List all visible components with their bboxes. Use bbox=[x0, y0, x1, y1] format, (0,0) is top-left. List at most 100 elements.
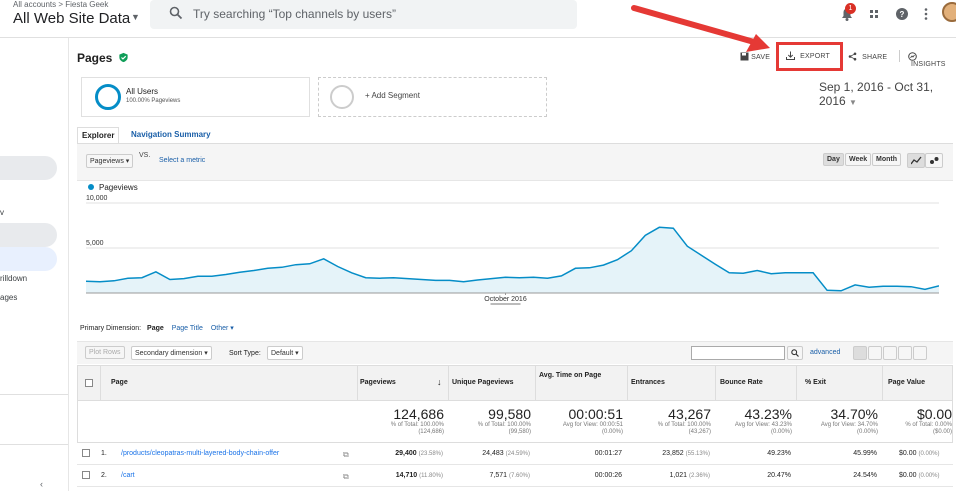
total-entrances: 43,267 % of Total: 100.00% (43,267) bbox=[629, 406, 711, 436]
col-page-value[interactable]: Page Value bbox=[888, 379, 925, 386]
pivot-view-icon[interactable] bbox=[913, 346, 927, 360]
sidebar-item-label[interactable]: ages bbox=[0, 293, 18, 302]
date-range-picker[interactable]: Sep 1, 2016 - Oct 31, 2016 ▼ bbox=[819, 80, 956, 108]
sidebar-item-highlight[interactable] bbox=[0, 223, 57, 247]
add-segment-button[interactable]: + Add Segment bbox=[318, 77, 547, 117]
page-value-pct: (0.00%) bbox=[918, 473, 940, 479]
dim-page-title[interactable]: Page Title bbox=[171, 325, 203, 332]
export-button[interactable]: EXPORT bbox=[786, 51, 830, 60]
collapse-chevron-icon[interactable]: ‹ bbox=[40, 479, 43, 489]
x-tick-label: October 2016 bbox=[484, 296, 527, 303]
select-all-checkbox[interactable] bbox=[85, 379, 93, 387]
insights-button[interactable]: INSIGHTS bbox=[908, 52, 956, 68]
export-button-highlight[interactable]: EXPORT bbox=[776, 42, 843, 71]
total-value: 43,267 bbox=[668, 406, 711, 422]
more-vert-icon[interactable] bbox=[917, 5, 935, 23]
total-unique-pageviews: 99,580 % of Total: 100.00% (99,580) bbox=[450, 406, 531, 436]
avatar[interactable] bbox=[942, 2, 956, 22]
sidebar-divider bbox=[0, 394, 68, 395]
total-exit: 34.70% Avg for View: 34.70% (0.00%) bbox=[798, 406, 878, 436]
table-search-icon[interactable] bbox=[787, 346, 803, 360]
day-button[interactable]: Day bbox=[823, 153, 844, 166]
row-checkbox[interactable] bbox=[82, 471, 90, 479]
secondary-dimension-label: Secondary dimension bbox=[135, 350, 203, 357]
total-pageviews: 124,686 % of Total: 100.00% (124,686) bbox=[360, 406, 444, 436]
save-button[interactable]: SAVE bbox=[740, 52, 770, 61]
chevron-down-icon[interactable]: ▼ bbox=[131, 12, 140, 22]
help-icon[interactable]: ? bbox=[893, 5, 911, 23]
advanced-link[interactable]: advanced bbox=[810, 349, 841, 356]
date-range-text: Sep 1, 2016 - Oct 31, 2016 bbox=[819, 80, 934, 108]
total-sub: % of Total: 100.00% bbox=[477, 422, 531, 428]
row-bounce-rate: 49.23% bbox=[767, 450, 791, 457]
page-title-text: Pages bbox=[77, 51, 113, 65]
secondary-dimension-select[interactable]: Secondary dimension ▾ bbox=[131, 346, 212, 360]
col-pageviews[interactable]: Pageviews bbox=[360, 379, 396, 386]
property-selector[interactable]: All Web Site Data bbox=[13, 10, 131, 27]
col-page[interactable]: Page bbox=[111, 379, 128, 386]
download-icon bbox=[786, 51, 795, 60]
sidebar-item-label[interactable]: rilldown bbox=[0, 274, 28, 283]
dim-other[interactable]: Other ▾ bbox=[210, 325, 234, 332]
sort-type-value: Default bbox=[271, 350, 294, 357]
unique-pct: (7.60%) bbox=[508, 473, 530, 479]
col-entrances[interactable]: Entrances bbox=[631, 379, 665, 386]
metric-select[interactable]: Pageviews ▾ bbox=[86, 154, 134, 168]
tab-explorer[interactable]: Explorer bbox=[77, 127, 120, 143]
apps-grid-icon[interactable] bbox=[866, 5, 884, 23]
pageviews-chart[interactable]: Pageviews 10,000 5,000 October 2016 bbox=[85, 183, 940, 305]
row-unique-pageviews: 7,571 (7.60%) bbox=[449, 472, 531, 479]
month-button[interactable]: Month bbox=[872, 153, 901, 166]
col-avg-time[interactable]: Avg. Time on Page bbox=[539, 372, 602, 379]
row-page-link[interactable]: /cart bbox=[121, 472, 135, 479]
table-row[interactable]: 1. /products/cleopatras-multi-layered-bo… bbox=[77, 443, 953, 465]
dim-page[interactable]: Page bbox=[147, 325, 164, 332]
entrances-value: 23,852 bbox=[662, 450, 684, 457]
series-area bbox=[86, 227, 939, 293]
pie-view-icon[interactable] bbox=[868, 346, 882, 360]
col-bounce-rate[interactable]: Bounce Rate bbox=[720, 379, 763, 386]
share-button[interactable]: SHARE bbox=[848, 52, 887, 61]
sort-type-select[interactable]: Default ▾ bbox=[267, 346, 303, 360]
total-value: 124,686 bbox=[393, 406, 444, 422]
total-value: 00:00:51 bbox=[568, 406, 624, 422]
search-input[interactable]: Try searching “Top channels by users” bbox=[150, 0, 577, 29]
comparison-view-icon[interactable] bbox=[898, 346, 912, 360]
unique-pct: (24.59%) bbox=[505, 451, 530, 457]
col-divider bbox=[100, 366, 101, 402]
total-value: 34.70% bbox=[830, 406, 878, 422]
performance-view-icon[interactable] bbox=[883, 346, 897, 360]
verified-shield-icon bbox=[119, 52, 128, 63]
plot-rows-button[interactable]: Plot Rows bbox=[85, 346, 125, 359]
data-table-view-icon[interactable] bbox=[853, 346, 867, 360]
entrances-pct: (2.36%) bbox=[688, 473, 710, 479]
motion-chart-icon[interactable] bbox=[925, 153, 943, 168]
col-unique-pageviews[interactable]: Unique Pageviews bbox=[452, 379, 514, 386]
notification-bell-icon[interactable]: 1 bbox=[838, 3, 856, 23]
sidebar-item-label[interactable]: v bbox=[0, 208, 4, 217]
breadcrumb[interactable]: All accounts > Fiesta Geek bbox=[13, 0, 109, 9]
table-row[interactable]: 2. /cart ⧉ 14,710 (11.80%) 7,571 (7.60%)… bbox=[77, 465, 953, 487]
sort-type-label: Sort Type: bbox=[229, 350, 261, 357]
row-page-link[interactable]: /products/cleopatras-multi-layered-body-… bbox=[121, 450, 280, 457]
sort-down-arrow-icon[interactable]: ↓ bbox=[437, 377, 442, 387]
row-entrances: 23,852 (55.13%) bbox=[628, 450, 710, 457]
open-page-icon[interactable]: ⧉ bbox=[343, 450, 349, 459]
report-panel: Pages SAVE EXPORT SHARE INSIGHTS All Use… bbox=[68, 38, 956, 491]
export-label: EXPORT bbox=[800, 53, 831, 60]
total-avg-time: 00:00:51 Avg for View: 00:00:51 (0.00%) bbox=[537, 406, 623, 436]
table-search-input[interactable] bbox=[691, 346, 785, 360]
week-button[interactable]: Week bbox=[845, 153, 872, 166]
select-metric-link[interactable]: Select a metric bbox=[159, 157, 206, 164]
segment-all-users[interactable]: All Users 100.00% Pageviews bbox=[81, 77, 310, 117]
row-checkbox[interactable] bbox=[82, 449, 90, 457]
chart-scroll-handle[interactable] bbox=[490, 303, 521, 305]
open-page-icon[interactable]: ⧉ bbox=[343, 472, 349, 481]
col-exit[interactable]: % Exit bbox=[805, 379, 827, 386]
sidebar-item-selected[interactable] bbox=[0, 247, 57, 271]
line-chart-icon[interactable] bbox=[907, 153, 925, 168]
sidebar-item-active[interactable] bbox=[0, 156, 57, 180]
col-divider bbox=[715, 366, 716, 402]
tab-navigation-summary[interactable]: Navigation Summary bbox=[131, 130, 211, 139]
table-header: Page Pageviews ↓ Unique Pageviews Avg. T… bbox=[77, 365, 953, 402]
